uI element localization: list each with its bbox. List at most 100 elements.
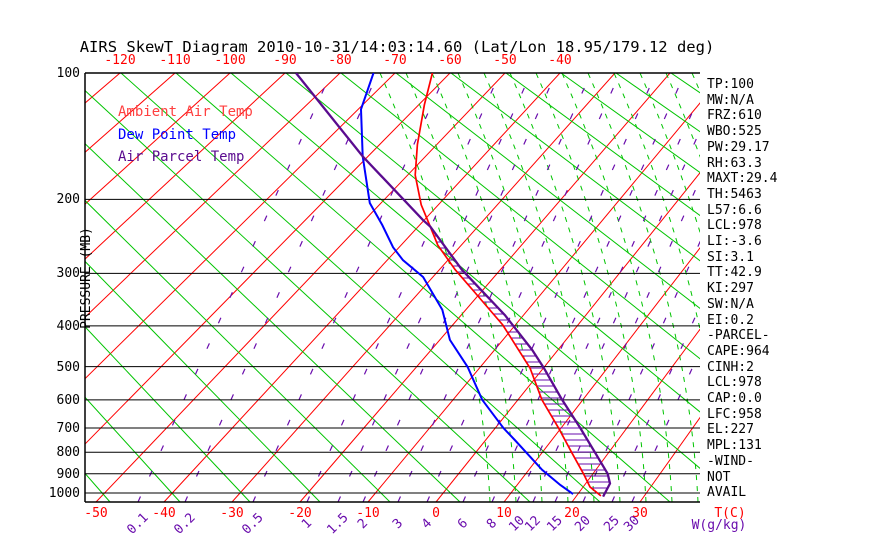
mixing-ratio-line xyxy=(306,73,501,503)
stat-line-cinh-2: CINH:2 xyxy=(707,359,754,375)
isotherm-line xyxy=(85,73,176,153)
stat-line-mw-n-a: MW:N/A xyxy=(707,92,754,108)
stat-line-sw-n-a: SW:N/A xyxy=(707,296,754,312)
stat-line-lcl-978: LCL:978 xyxy=(707,218,762,234)
top-temp-tick-label: -100 xyxy=(214,53,246,68)
pressure-tick-label: 900 xyxy=(56,466,80,482)
bottom-temp-tick-label: -50 xyxy=(84,506,108,521)
mixing-ratio-line xyxy=(426,73,621,503)
temperature-unit-label: T(C) xyxy=(714,506,746,521)
bottom-temp-tick-label: 20 xyxy=(564,506,580,521)
stat-line-ei-0-2: EI:0.2 xyxy=(707,312,754,328)
top-temp-tick-label: -110 xyxy=(159,53,191,68)
top-temp-tick-label: -120 xyxy=(104,53,136,68)
mixing-ratio-line xyxy=(491,73,686,503)
mixing-ratio-line xyxy=(516,93,700,503)
stat-line-l57-6-6: L57:6.6 xyxy=(707,202,762,218)
page-title: AIRS SkewT Diagram 2010-10-31/14:03:14.6… xyxy=(79,38,715,56)
isotherm-line xyxy=(503,247,700,503)
stat-line-cape-964: CAPE:964 xyxy=(707,343,770,359)
stat-line-si-3-1: SI:3.1 xyxy=(707,249,754,265)
stat-line-th-5463: TH:5463 xyxy=(707,186,762,202)
moist-adiabat-line xyxy=(796,73,870,502)
stat-line-frz-610: FRZ:610 xyxy=(707,108,762,124)
top-temp-tick-label: -40 xyxy=(548,53,572,68)
isotherm-line xyxy=(163,73,561,503)
moist-adiabat-line xyxy=(770,73,870,502)
moist-adiabat-line xyxy=(561,73,673,503)
mixing-ratio-unit-label: W(g/kg) xyxy=(691,518,747,533)
isotherm-line xyxy=(85,73,231,205)
bottom-temp-tick-label: 30 xyxy=(632,506,648,521)
isotherm-line xyxy=(367,102,700,503)
moist-adiabat-line xyxy=(535,73,647,503)
bottom-temp-tick-label: -20 xyxy=(288,506,312,521)
pressure-tick-label: 400 xyxy=(56,318,80,334)
dry-adiabat-line xyxy=(85,396,181,503)
stat-line-cap-0-0: CAP:0.0 xyxy=(707,391,762,406)
isotherm-line xyxy=(85,73,341,318)
legend-air-parcel-temp: Air Parcel Temp xyxy=(118,149,245,165)
top-temp-tick-label: -50 xyxy=(493,53,517,68)
pressure-tick-label: 1000 xyxy=(48,486,80,501)
top-temp-tick-label: -90 xyxy=(273,53,297,68)
dry-adiabat-line xyxy=(85,199,391,503)
isotherm-line xyxy=(0,73,65,502)
moist-adiabat-line xyxy=(639,73,700,234)
dry-adiabat-line xyxy=(85,143,461,503)
mixing-ratio-line xyxy=(397,73,592,503)
stat-line-tt-42-9: TT:42.9 xyxy=(707,265,762,281)
pressure-tick-label: 100 xyxy=(56,66,80,81)
stat-line-wbo-525: WBO:525 xyxy=(707,124,762,140)
dry-adiabat-line xyxy=(85,326,251,503)
dry-adiabat-line xyxy=(560,73,700,174)
stat-line-lfc-958: LFC:958 xyxy=(707,406,762,422)
bottom-temp-tick-label: -40 xyxy=(152,506,176,521)
dry-adiabat-line xyxy=(450,73,700,262)
stat-line-maxt-29-4: MAXT:29.4 xyxy=(707,171,778,187)
bottom-temp-tick-label: 10 xyxy=(496,506,512,521)
pressure-tick-label: 500 xyxy=(56,359,80,375)
isotherm-line xyxy=(85,73,286,260)
legend-dew-point-temp: Dew Point Temp xyxy=(118,127,237,143)
mixing-ratio-line xyxy=(337,73,532,503)
pressure-tick-label: 600 xyxy=(56,392,80,408)
stat-line-ki-297: KI:297 xyxy=(707,281,754,297)
air-parcel-curve xyxy=(295,73,612,498)
dry-adiabat-line xyxy=(395,73,700,310)
stat-line-mpl-131: MPL:131 xyxy=(707,438,762,454)
dry-adiabat-line xyxy=(285,73,700,413)
bottom-temp-tick-label: 0 xyxy=(432,506,440,521)
stat-line-rh-63-3: RH:63.3 xyxy=(707,155,762,171)
bottom-temp-tick-label: -30 xyxy=(220,506,244,521)
isotherm-line xyxy=(85,73,451,445)
cape-hatch-layer xyxy=(431,229,610,489)
moist-adiabat-line xyxy=(613,73,700,332)
mixing-ratio-line xyxy=(252,73,447,503)
moist-adiabat-line xyxy=(822,73,870,502)
isotherm-line xyxy=(85,73,396,380)
dry-adiabat-line xyxy=(85,89,531,503)
stat-line-tp-100: TP:100 xyxy=(707,77,754,92)
stat-line-not: NOT xyxy=(707,469,731,485)
bottom-temp-tick-label: -10 xyxy=(356,506,380,521)
legend-ambient-air-temp: Ambient Air Temp xyxy=(118,104,253,120)
mixing-ratio-line xyxy=(137,73,332,503)
isotherm-line xyxy=(435,171,700,503)
moist-adiabat-line xyxy=(379,73,491,503)
ambient-temp-curve xyxy=(414,73,602,497)
moist-adiabat-line xyxy=(457,73,569,503)
isotherm-line xyxy=(571,328,700,503)
mixing-ratio-line xyxy=(184,73,379,503)
moist-adiabat-line xyxy=(431,73,543,503)
mixing-ratio-line xyxy=(532,129,700,503)
stat-line-wind: -WIND- xyxy=(707,453,754,469)
dew-point-curve xyxy=(359,73,574,495)
stat-line-li-3-6: LI:-3.6 xyxy=(707,234,762,249)
moist-adiabat-line xyxy=(665,73,700,158)
pressure-tick-label: 300 xyxy=(56,266,80,282)
pressure-axis-label: PRESSURE (MB) xyxy=(79,227,94,329)
stat-line-lcl-978: LCL:978 xyxy=(707,375,762,391)
